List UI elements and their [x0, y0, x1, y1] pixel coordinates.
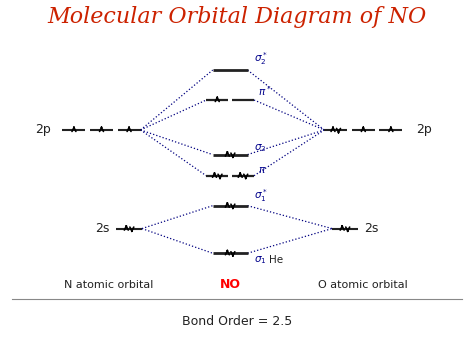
Text: $\sigma_1^*$: $\sigma_1^*$ [254, 187, 268, 203]
Text: $\pi^*$: $\pi^*$ [258, 84, 271, 98]
Text: O atomic orbital: O atomic orbital [319, 280, 408, 290]
Text: Bond Order = 2.5: Bond Order = 2.5 [182, 315, 292, 328]
Text: 2p: 2p [416, 124, 432, 136]
Text: 2s: 2s [364, 222, 379, 235]
Text: $\sigma_2$: $\sigma_2$ [254, 142, 266, 154]
Text: N atomic orbital: N atomic orbital [64, 280, 153, 290]
Text: He: He [269, 255, 283, 264]
Text: 2p: 2p [35, 124, 51, 136]
Text: $\sigma_2^*$: $\sigma_2^*$ [254, 50, 268, 67]
Text: Molecular Orbital Diagram of NO: Molecular Orbital Diagram of NO [47, 6, 427, 28]
Text: $\sigma_1$: $\sigma_1$ [254, 255, 266, 267]
Text: NO: NO [219, 278, 241, 291]
Text: $\pi$: $\pi$ [258, 165, 266, 175]
Text: 2s: 2s [95, 222, 110, 235]
